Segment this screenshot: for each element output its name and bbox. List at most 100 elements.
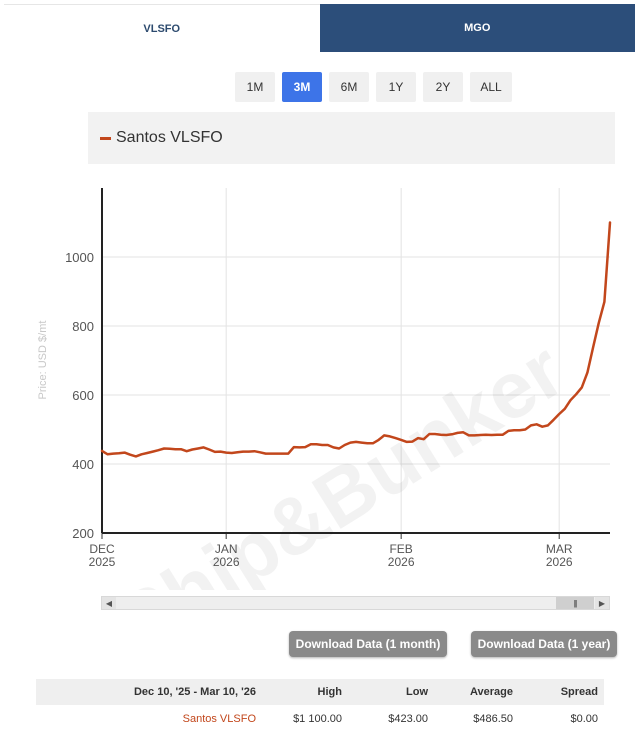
scroll-left-arrow-icon[interactable]: ◀	[102, 597, 116, 609]
data-point	[513, 429, 515, 432]
data-point	[248, 450, 250, 453]
range-6m-button[interactable]: 6M	[329, 72, 369, 102]
data-point	[214, 451, 216, 453]
scroll-right-arrow-icon[interactable]: ▶	[595, 597, 609, 609]
data-point	[535, 423, 538, 426]
data-point	[434, 433, 436, 435]
x-tick-label: DEC	[89, 542, 115, 556]
data-point	[253, 450, 256, 453]
range-selector: 1M 3M 6M 1Y 2Y ALL	[235, 72, 512, 102]
data-point	[264, 452, 267, 455]
data-point	[202, 446, 205, 449]
summary-series-name[interactable]: Santos VLSFO	[182, 713, 256, 725]
data-point	[276, 452, 278, 455]
axes	[101, 188, 610, 539]
data-point	[581, 386, 583, 389]
data-point	[569, 399, 572, 401]
data-point	[304, 446, 307, 448]
fuel-tabs: VLSFO MGO	[4, 4, 635, 52]
data-point	[140, 453, 143, 456]
data-point	[360, 441, 363, 444]
legend-label[interactable]: Santos VLSFO	[116, 129, 223, 146]
data-point	[349, 441, 352, 444]
data-point	[123, 451, 126, 454]
download-year-button[interactable]: Download Data (1 year)	[471, 631, 617, 657]
range-1y-button[interactable]: 1Y	[376, 72, 416, 102]
y-tick-label: 400	[72, 457, 94, 472]
watermark-text: Ship&Bunker	[102, 325, 579, 590]
data-point	[310, 443, 312, 446]
data-point	[609, 221, 611, 224]
data-point	[394, 437, 397, 439]
data-point	[552, 419, 555, 421]
data-point	[502, 433, 504, 436]
data-point	[152, 450, 154, 453]
range-all-button[interactable]: ALL	[470, 72, 512, 102]
data-point	[417, 437, 419, 439]
data-point	[231, 452, 233, 454]
download-month-button[interactable]: Download Data (1 month)	[289, 631, 447, 657]
data-point	[185, 450, 188, 453]
y-tick-labels: 200 400 600 800 1000	[65, 250, 94, 541]
summary-header-average: Average	[469, 686, 513, 698]
summary-low-value: $423.00	[388, 713, 428, 725]
summary-spread-value: $0.00	[570, 713, 598, 725]
data-point	[439, 433, 442, 436]
data-point	[518, 429, 521, 432]
tab-vlsfo[interactable]: VLSFO	[4, 4, 320, 52]
data-point	[468, 434, 470, 437]
data-point	[321, 444, 323, 446]
summary-header-spread: Spread	[560, 686, 598, 698]
data-point	[372, 442, 374, 445]
data-point	[315, 443, 318, 446]
data-point	[507, 430, 510, 432]
data-point	[462, 431, 465, 434]
data-point	[603, 301, 606, 303]
data-point	[338, 447, 340, 450]
data-point	[400, 439, 403, 441]
legend-swatch	[100, 136, 111, 140]
tab-mgo[interactable]: MGO	[319, 4, 635, 52]
data-point	[597, 322, 600, 324]
data-point	[259, 451, 261, 454]
scroll-thumb[interactable]: |||	[556, 597, 594, 609]
data-point	[118, 452, 120, 455]
data-point	[332, 446, 335, 449]
summary-header-row	[36, 679, 604, 705]
data-point	[163, 447, 165, 450]
data-point	[377, 439, 380, 441]
data-point	[564, 408, 566, 410]
data-point	[575, 393, 577, 396]
data-point	[366, 442, 369, 445]
x-tick-label: FEB	[389, 542, 412, 556]
x-tick-label: 2026	[546, 555, 573, 569]
data-point	[485, 433, 487, 436]
data-point	[422, 438, 425, 441]
x-tick-label: 2026	[213, 555, 240, 569]
data-point	[558, 413, 560, 415]
data-point	[411, 440, 414, 443]
range-3m-button[interactable]: 3M	[282, 72, 322, 102]
y-axis-label: Price: USD $/mt	[37, 321, 49, 400]
data-point	[225, 451, 227, 454]
chart-scrollbar[interactable]: ◀ ||| ▶	[101, 596, 610, 610]
chart-legend: Santos VLSFO	[88, 112, 615, 164]
data-point	[592, 346, 594, 349]
data-point	[112, 452, 115, 455]
data-point	[191, 448, 194, 451]
data-point	[135, 455, 137, 458]
data-point	[287, 452, 290, 455]
data-point	[168, 448, 171, 450]
range-2y-button[interactable]: 2Y	[423, 72, 463, 102]
data-point	[327, 444, 329, 446]
range-1m-button[interactable]: 1M	[235, 72, 275, 102]
data-point	[174, 448, 177, 451]
data-point	[456, 432, 459, 434]
grid-lines	[102, 188, 610, 533]
data-point	[281, 452, 284, 455]
data-point	[293, 446, 295, 448]
series-layer	[100, 221, 612, 458]
data-point	[180, 448, 182, 451]
